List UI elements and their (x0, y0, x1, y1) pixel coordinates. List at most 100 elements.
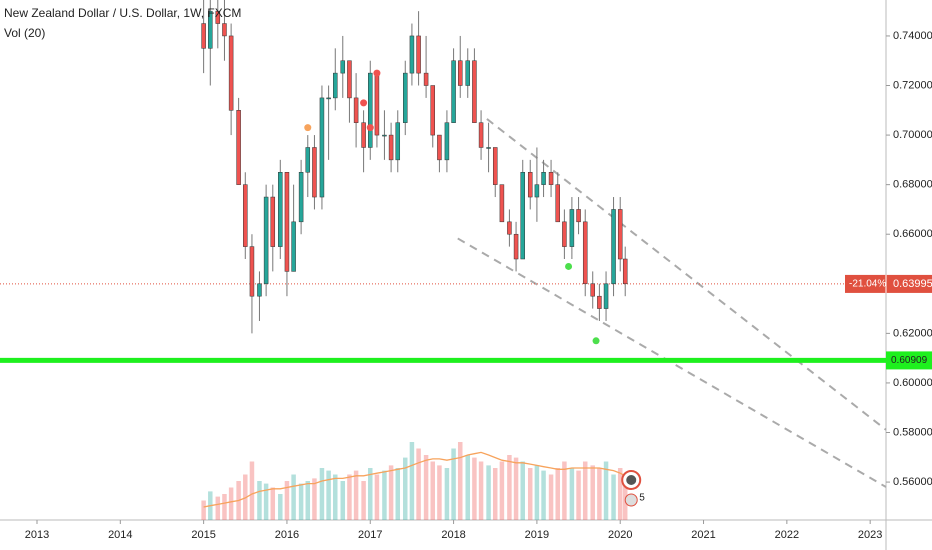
candle-body (451, 60, 456, 123)
y-tick-label: 0.68000 (893, 179, 932, 191)
candle-body (208, 10, 213, 49)
volume-bar (451, 448, 456, 520)
indicator-label: Vol (20) (4, 26, 45, 40)
signal-marker (360, 99, 368, 107)
y-tick-label: 0.72000 (893, 79, 932, 91)
volume-bar (534, 465, 540, 520)
candle-body (333, 72, 338, 99)
candle-body (403, 72, 408, 123)
last-price-box (845, 274, 932, 293)
volume-bar (382, 470, 387, 520)
x-tick-label: 2023 (858, 529, 882, 541)
candle-body (597, 295, 602, 309)
candle-body (201, 23, 206, 49)
support-price-box (886, 351, 932, 370)
volume-bar (520, 461, 525, 520)
volume-bar (444, 468, 450, 520)
volume-bar (298, 483, 304, 520)
volume-bar (249, 461, 255, 520)
candle-body (368, 72, 373, 148)
candle-body (590, 283, 595, 297)
volume-bar (617, 468, 623, 520)
volume-bar (499, 461, 505, 520)
volume-bar (347, 474, 352, 520)
trendline (486, 118, 887, 431)
volume-bar (457, 442, 463, 520)
signal-marker (565, 262, 573, 270)
x-tick-label: 2020 (608, 529, 632, 541)
candle-body (249, 246, 255, 297)
volume-bar (486, 465, 491, 520)
volume-bar (409, 442, 415, 520)
candle-body (430, 85, 436, 136)
candle-body (555, 184, 560, 223)
candle-body (270, 196, 276, 247)
volume-bar (611, 474, 616, 520)
volume-bar (388, 465, 394, 520)
volume-bar (284, 481, 290, 520)
volume-bar (562, 461, 567, 520)
volume-bar (395, 468, 401, 520)
chart-title: New Zealand Dollar / U.S. Dollar, 1W, FX… (4, 6, 241, 20)
volume-bar (201, 500, 206, 520)
event-count: 5 (639, 493, 645, 504)
x-tick-label: 2022 (775, 529, 799, 541)
candle-body (243, 184, 248, 247)
candle-body (305, 147, 311, 173)
volume-bar (257, 481, 262, 520)
candle-body (507, 221, 512, 235)
candle-body (569, 209, 575, 247)
y-tick-label: 0.62000 (893, 327, 932, 339)
volume-bar (507, 455, 512, 520)
volume-bar (319, 468, 325, 520)
volume-bar (569, 468, 575, 520)
candle-body (312, 147, 317, 198)
candle-body (444, 122, 450, 161)
candle-body (257, 283, 262, 297)
candle-body (527, 172, 533, 198)
y-tick-label: 0.58000 (893, 426, 932, 438)
candle-body (222, 23, 227, 37)
x-tick-label: 2013 (25, 529, 49, 541)
candle-body (617, 209, 623, 260)
candle-body (284, 172, 290, 272)
candle-body (423, 72, 429, 86)
volume-bar (597, 468, 602, 520)
candle-body (486, 147, 491, 149)
signal-marker (304, 124, 312, 132)
volume-ma-line (203, 451, 626, 508)
candle-body (409, 35, 415, 74)
candle-body (548, 172, 554, 185)
y-tick-label: 0.70000 (893, 129, 932, 141)
x-tick-label: 2018 (441, 529, 465, 541)
event-icon (624, 493, 638, 507)
candle-body (347, 60, 352, 99)
volume-bar (590, 465, 595, 520)
candle-body (319, 97, 325, 198)
candle-body (374, 72, 380, 136)
volume-bar (582, 461, 588, 520)
x-tick-label: 2021 (691, 529, 715, 541)
signal-marker (592, 337, 600, 345)
candle-body (263, 196, 269, 285)
volume-bar (278, 494, 283, 520)
candle-body (492, 147, 498, 185)
x-tick-label: 2019 (525, 529, 549, 541)
volume-bar (333, 474, 338, 520)
event-icon (626, 475, 637, 485)
volume-bar (430, 461, 436, 520)
volume-bar (353, 470, 359, 520)
volume-bar (492, 468, 498, 520)
signal-marker (366, 124, 374, 132)
volume-bar (403, 457, 408, 520)
volume-bar (215, 496, 221, 520)
candle-body (361, 122, 366, 148)
volume-bar (513, 457, 519, 520)
volume-bar (361, 481, 366, 520)
candle-body (416, 35, 421, 74)
volume-bar (472, 457, 477, 520)
candle-body (465, 60, 470, 86)
volume-bar (312, 478, 317, 520)
